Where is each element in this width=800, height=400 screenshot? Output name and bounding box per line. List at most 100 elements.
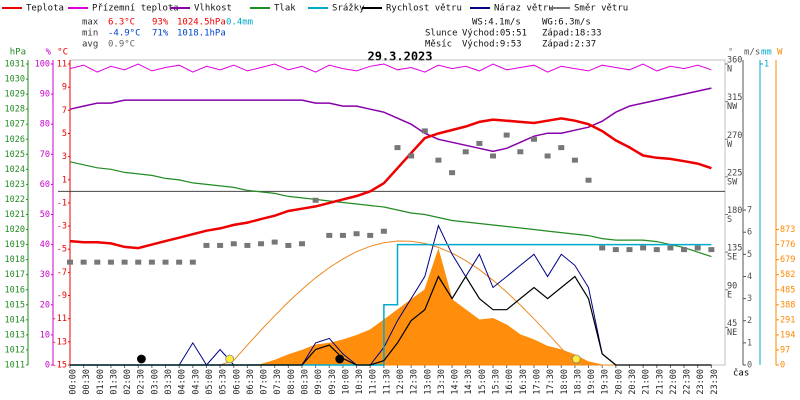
y-tick-label: 1	[62, 175, 67, 185]
x-tick-label: 13:30	[437, 369, 447, 395]
direction-point	[285, 242, 292, 248]
x-tick-label: 10:00	[341, 369, 351, 395]
x-tick-label: 17:00	[532, 369, 542, 395]
y-tick-label: 1017	[5, 270, 25, 280]
legend-label: Přízemní teplota	[92, 4, 179, 14]
y-tick-label: 45	[727, 319, 737, 329]
y-tick-label: 70	[40, 150, 50, 160]
direction-point	[558, 145, 565, 151]
direction-point	[312, 197, 319, 203]
x-tick-label: 20:30	[628, 369, 638, 395]
compass-label: E	[727, 290, 732, 300]
direction-point	[339, 232, 346, 238]
y-tick-label: 1031	[5, 60, 25, 70]
y-tick-label: 100	[35, 60, 50, 70]
direction-point	[694, 245, 701, 251]
series-line	[70, 275, 712, 366]
y-tick-label: 2	[747, 316, 752, 326]
direction-point	[421, 128, 428, 134]
direction-point	[449, 170, 456, 176]
direction-point	[135, 259, 142, 265]
y-tick-label: -1	[57, 198, 67, 208]
y-tick-label: 194	[780, 330, 795, 340]
x-tick-label: 19:30	[601, 369, 611, 395]
direction-point	[599, 245, 606, 251]
direction-point	[353, 231, 360, 237]
direction-point	[708, 247, 715, 253]
x-tick-label: 11:30	[382, 369, 392, 395]
stat-label: avg	[82, 40, 98, 50]
x-tick-label: 01:30	[109, 369, 119, 395]
direction-point	[230, 241, 237, 247]
direction-point	[462, 149, 469, 155]
series-line	[69, 63, 712, 73]
series-line	[69, 117, 712, 250]
stat-ws: WS:4.1m/s	[472, 18, 521, 28]
direction-point	[667, 245, 674, 251]
stat-wg: WG:6.3m/s	[542, 18, 591, 28]
y-tick-label: -11	[52, 314, 67, 324]
x-tick-label: 11:00	[369, 369, 379, 395]
direction-point	[162, 259, 169, 265]
x-tick-label: 05:00	[205, 369, 215, 395]
y-tick-label: 90	[727, 281, 737, 291]
moon-icon	[137, 354, 146, 364]
moon-rise: Východ:9:53	[462, 40, 522, 50]
legend-label: Teplota	[26, 4, 64, 14]
legend-label: Náraz větru	[494, 4, 554, 14]
series-line	[69, 161, 712, 258]
y-tick-label: 40	[40, 240, 50, 250]
y-tick-label: -15	[52, 361, 67, 371]
y-tick-label: 1014	[5, 315, 25, 325]
y-tick-label: 3	[62, 152, 67, 162]
x-tick-label: 03:30	[164, 369, 174, 395]
x-tick-label: 05:30	[219, 369, 229, 395]
y-tick-label: 485	[780, 285, 795, 295]
y-tick-label: 6	[747, 228, 752, 238]
direction-point	[626, 247, 633, 253]
stat-value: -4.9°C	[108, 29, 141, 39]
direction-point	[640, 245, 647, 251]
x-tick-label: 17:30	[546, 369, 556, 395]
axis-title: hPa	[10, 48, 26, 58]
y-tick-label: 7	[747, 206, 752, 216]
sun-set: Západ:18:33	[542, 29, 602, 39]
x-tick-label: 00:30	[82, 369, 92, 395]
y-tick-label: -13	[52, 337, 67, 347]
chart-title: 29.3.2023	[367, 50, 432, 64]
x-tick-label: 07:30	[273, 369, 283, 395]
direction-point	[271, 239, 278, 245]
direction-point	[189, 259, 196, 265]
y-tick-label: 679	[780, 255, 795, 265]
x-tick-label: 06:30	[246, 369, 256, 395]
compass-label: N	[727, 65, 732, 75]
x-tick-label: 20:00	[614, 369, 624, 395]
stat-value: 0.9°C	[108, 40, 135, 50]
direction-point	[585, 177, 592, 183]
y-tick-label: 291	[780, 315, 795, 325]
x-tick-label: 23:00	[696, 369, 706, 395]
y-tick-label: 873	[780, 225, 795, 235]
y-tick-label: 1025	[5, 150, 25, 160]
x-tick-label: 02:30	[137, 369, 147, 395]
x-tick-label: 19:00	[587, 369, 597, 395]
direction-point	[394, 145, 401, 151]
axis-title: %	[46, 48, 52, 58]
direction-point	[217, 242, 224, 248]
x-tick-label: 09:00	[314, 369, 324, 395]
y-tick-label: 1022	[5, 195, 25, 205]
direction-point	[94, 259, 101, 265]
x-tick-label: 04:00	[178, 369, 188, 395]
y-tick-label: 4	[747, 272, 752, 282]
direction-point	[367, 232, 374, 238]
y-tick-label: 1012	[5, 345, 25, 355]
x-tick-label: 15:00	[478, 369, 488, 395]
legend-label: Směr větru	[574, 4, 628, 14]
x-tick-label: 14:00	[451, 369, 461, 395]
legend-label: Tlak	[274, 4, 296, 14]
y-tick-label: 7	[62, 106, 67, 116]
legend-label: Vlhkost	[194, 4, 232, 14]
x-tick-label: 23:30	[710, 369, 720, 395]
legend-label: Srážky	[332, 4, 365, 14]
y-tick-label: 582	[780, 270, 795, 280]
